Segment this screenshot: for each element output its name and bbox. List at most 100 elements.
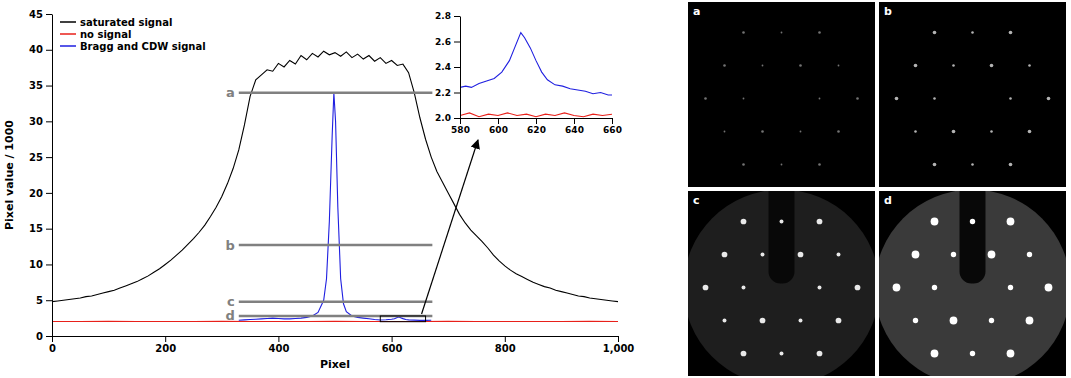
tick-mark [46,86,52,87]
tick-mark [460,118,461,124]
tick-mark [46,229,52,230]
x-axis: 580600620640660 [451,118,622,135]
tick: 0 [49,336,56,354]
tick: 2.6 [435,37,460,47]
diffraction-spot [799,319,803,323]
diffraction-spot [912,251,920,259]
tick-mark [454,42,460,43]
tick: 35 [29,80,52,91]
tick-mark [498,118,499,124]
panel-label: b [884,5,892,18]
panel-background [688,2,875,187]
tick-label: 600 [489,125,508,135]
tick-label: 1,000 [603,343,635,354]
tick-label: 35 [29,80,43,91]
tick-mark [536,118,537,124]
tick: 600 [382,336,403,354]
diffraction-spot [837,253,841,257]
zoom-box [380,316,425,322]
axis-line [53,336,619,337]
tick-label: 5 [36,295,43,306]
diffraction-spot [818,163,821,166]
image-panels: abcd [684,2,1071,378]
diffraction-spot [914,64,918,68]
tick-mark [46,157,52,158]
tick-label: 580 [451,125,470,135]
tick-label: 400 [268,343,289,354]
series-line [460,113,612,117]
diffraction-spot [1007,350,1015,358]
diffraction-spot [990,64,994,68]
diffraction-spot [817,351,823,357]
tick: 400 [268,336,289,354]
diffraction-spot [1009,163,1013,167]
tick-label: 2.0 [435,113,451,123]
tick: 20 [29,188,52,199]
tick-label: 25 [29,152,43,163]
diffraction-spot [1047,97,1051,101]
diffraction-spot [951,252,956,257]
tick-mark [165,336,166,342]
image-panel [879,2,1066,187]
axis-line [52,15,53,337]
panel-background [879,2,1066,187]
diffraction-spot [818,31,821,34]
diffraction-spot [1007,218,1015,226]
panel-label: a [693,5,700,18]
beam-stop [769,191,795,284]
diffraction-spot [703,285,709,291]
tick: 2.4 [435,62,460,72]
tick-label: 45 [29,9,43,20]
tick: 0 [36,331,52,342]
diffraction-spot [1028,64,1031,67]
tick: 40 [29,44,52,55]
tick: 2.8 [435,11,460,21]
tick-mark [46,193,52,194]
diffraction-spot [1027,252,1032,257]
diffraction-spot [933,163,937,167]
diffraction-spot [741,219,747,225]
diffraction-spot [932,285,937,290]
diffraction-spot [742,31,745,34]
diffraction-spot [914,130,917,133]
diffraction-spot [742,286,746,290]
tick-mark [454,67,460,68]
diffraction-spot [838,65,840,67]
tick: 200 [155,336,176,354]
diffraction-spot [950,317,958,325]
tick-mark [46,336,52,337]
tick-label: 2.4 [435,62,451,72]
diffraction-spot [1009,31,1013,35]
diffraction-spot [931,218,939,226]
tick-mark [52,336,53,342]
diffraction-spot [856,97,859,100]
diffraction-spot [971,31,974,34]
tick: 30 [29,116,52,127]
diffraction-spot [1008,285,1013,290]
diffraction-spot [933,97,936,100]
diffraction-spot [743,98,745,100]
diffraction-spot [798,252,804,258]
level-line [239,300,433,303]
tick-label: 15 [29,223,43,234]
tick-mark [454,93,460,94]
diffraction-spot [989,318,994,323]
diffraction-spot [952,64,955,67]
legend-swatch [60,45,76,47]
diffraction-spot [817,219,823,225]
level-label: d [225,308,234,323]
diffraction-spot [952,130,956,134]
beam-stop [960,191,986,284]
tick: 600 [489,118,508,135]
tick-mark [574,118,575,124]
diffraction-spot [1009,97,1012,100]
diffraction-spot [819,98,821,100]
diffraction-spot [1026,317,1034,325]
panel-label: c [693,194,700,207]
diffraction-spot [742,163,745,166]
diffraction-spot [971,163,974,166]
diffraction-spot [818,286,822,290]
tick: 5 [36,295,52,306]
diffraction-spot [761,253,765,257]
y-axis: 051015202530354045 [29,9,52,342]
